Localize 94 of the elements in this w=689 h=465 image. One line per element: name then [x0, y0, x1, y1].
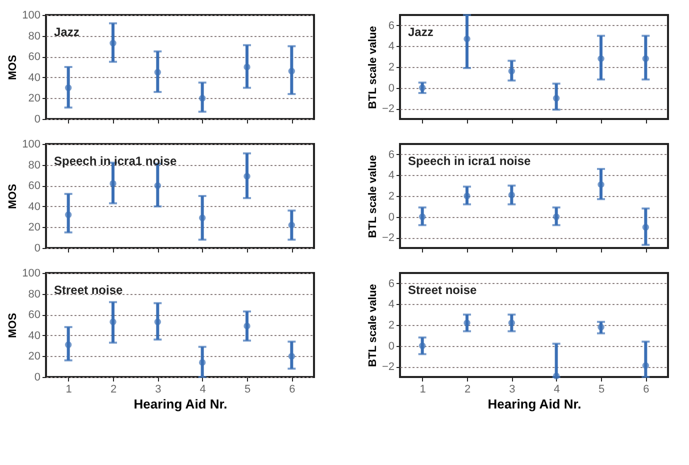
y-tick-label: 2: [388, 320, 394, 332]
y-tick-label: 20: [28, 222, 40, 234]
x-tick-label: 1: [420, 384, 426, 396]
y-tick-label: 100: [22, 10, 40, 22]
text: Jazz: [54, 25, 80, 39]
point: [288, 68, 296, 75]
y-axis-title: MOS: [7, 54, 20, 80]
point: [508, 68, 516, 75]
point: [552, 94, 560, 102]
y-tick-label: −2: [382, 103, 394, 116]
y-tick-label: 0: [34, 114, 40, 126]
y-tick-label: 0: [34, 372, 40, 384]
text: Street noise: [408, 283, 478, 297]
y-tick-label: 20: [28, 350, 40, 363]
y-tick-label: 40: [28, 200, 40, 213]
point: [464, 192, 470, 200]
point: [418, 342, 426, 350]
point: [508, 192, 516, 198]
y-tick-label: 60: [28, 309, 40, 322]
point: [198, 214, 206, 222]
point: [288, 352, 296, 360]
point: [642, 224, 650, 231]
y-tick-label: 4: [388, 298, 394, 311]
y-tick-label: 100: [22, 138, 40, 150]
y-tick-label: 2: [388, 190, 394, 202]
x-axis-title: Hearing Aid Nr.: [134, 396, 228, 412]
x-tick-label: 3: [155, 384, 162, 396]
point: [64, 341, 72, 348]
point: [464, 36, 470, 42]
y-tick-label: 80: [28, 30, 40, 42]
y-tick-label: 6: [388, 20, 394, 32]
y-tick-label: 4: [388, 170, 394, 182]
y-tick-label: 4: [388, 40, 394, 53]
text: Speech in icra1 noise: [54, 154, 178, 168]
x-tick-label: 2: [110, 384, 117, 396]
y-tick-label: −2: [382, 232, 394, 244]
point: [64, 84, 72, 92]
y-tick-label: 80: [28, 288, 40, 300]
text: Jazz: [408, 25, 434, 39]
y-tick-label: 60: [28, 51, 40, 64]
point: [64, 211, 72, 218]
y-tick-label: 40: [28, 72, 40, 84]
point: [598, 55, 604, 62]
x-tick-label: 6: [643, 384, 650, 396]
point: [552, 372, 560, 380]
x-tick-label: 1: [66, 384, 72, 396]
point: [418, 213, 426, 220]
y-tick-label: 0: [388, 340, 394, 352]
x-tick-label: 5: [244, 384, 251, 396]
x-tick-label: 5: [598, 384, 605, 396]
x-tick-label: 4: [200, 384, 206, 396]
x-axis-title: Hearing Aid Nr.: [488, 396, 582, 412]
y-tick-label: 0: [388, 211, 394, 224]
y-tick-label: 6: [388, 148, 394, 161]
point: [598, 181, 604, 188]
point: [198, 94, 206, 102]
y-tick-label: 60: [28, 180, 40, 192]
point: [198, 359, 206, 366]
x-tick-label: 2: [464, 384, 471, 396]
x-tick-label: 3: [509, 384, 516, 396]
point: [110, 40, 116, 46]
y-tick-label: 20: [28, 92, 40, 105]
point: [110, 180, 116, 187]
point: [552, 213, 560, 220]
y-tick-label: 100: [22, 268, 40, 280]
point: [508, 320, 516, 326]
y-tick-label: −2: [382, 361, 394, 374]
point: [244, 64, 250, 70]
point: [154, 318, 162, 326]
text: Speech in icra1 noise: [408, 154, 532, 168]
text: Street noise: [54, 283, 124, 297]
y-axis-title: MOS: [7, 184, 20, 210]
point: [244, 322, 250, 330]
x-tick-label: 6: [289, 384, 296, 396]
point: [464, 320, 470, 326]
point: [244, 172, 250, 180]
y-tick-label: 6: [388, 278, 394, 290]
y-axis-title: BTL scale value: [366, 155, 379, 238]
point: [598, 324, 604, 330]
y-axis-title: BTL scale value: [366, 26, 379, 109]
point: [642, 55, 650, 62]
x-tick-label: 4: [554, 384, 560, 396]
y-axis-title: BTL scale value: [366, 284, 379, 367]
y-tick-label: 80: [28, 159, 40, 172]
y-tick-label: 0: [34, 242, 40, 254]
y-axis-title: MOS: [7, 312, 20, 338]
y-tick-label: 40: [28, 330, 40, 342]
point: [642, 362, 650, 369]
point: [154, 68, 162, 76]
y-tick-label: 0: [388, 82, 394, 94]
point: [288, 222, 296, 228]
y-tick-label: 2: [388, 62, 394, 74]
point: [110, 318, 116, 326]
point: [154, 182, 162, 189]
